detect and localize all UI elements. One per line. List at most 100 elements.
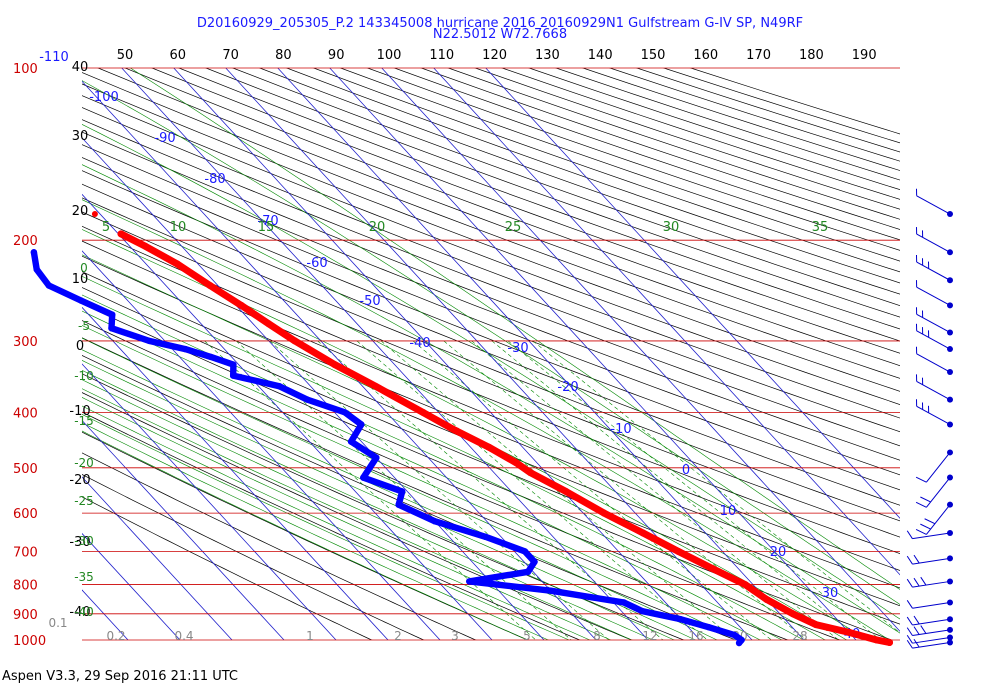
wind-barb	[915, 501, 953, 535]
temperature-point	[173, 260, 181, 268]
moist-label-top: 15	[258, 220, 275, 235]
wind-barbs	[906, 188, 953, 649]
mixing-ratio-label: 16	[688, 629, 703, 643]
moist-label-left: -10	[74, 369, 94, 383]
dry-adiabat-line	[82, 320, 841, 640]
temperature-point	[141, 242, 149, 250]
dry-adiabat-line	[205, 68, 900, 318]
dry-adiabat-line	[124, 68, 900, 354]
isotherm-line	[82, 419, 285, 640]
isotherm-line	[82, 306, 389, 640]
moist-label-top: 20	[369, 220, 386, 235]
theta-label-top: 130	[535, 48, 560, 63]
mixing-ratio-line	[412, 340, 772, 640]
pressure-label: 200	[13, 234, 38, 249]
dry-adiabat-line	[82, 183, 900, 506]
temperature-point-isolated	[91, 211, 98, 217]
wind-barb	[906, 638, 953, 649]
dewpoint-point	[109, 311, 116, 318]
dry-adiabat-line	[178, 68, 900, 330]
wind-barb-flag	[913, 554, 920, 564]
dry-adiabat-line	[82, 411, 581, 640]
moist-label-left: -20	[74, 456, 94, 470]
dry-adiabat-line	[97, 68, 900, 367]
isotherm-label: -60	[306, 256, 327, 271]
wind-barb-flag	[906, 578, 913, 588]
wind-barb-flag	[920, 523, 931, 530]
temperature-point	[372, 382, 379, 390]
dewpoint-point	[360, 474, 367, 481]
wind-barb-flag	[906, 616, 913, 626]
wind-barb-dot	[947, 578, 953, 585]
moist-adiabat-line	[82, 430, 529, 640]
theta-label-left: 0	[76, 339, 84, 354]
pressure-label: 500	[13, 462, 38, 477]
theta-label-top: 190	[852, 48, 877, 63]
wind-barb	[915, 227, 953, 256]
theta-label-top: 70	[222, 48, 239, 63]
chart-title: D20160929_205305_P.2 143345008 hurricane…	[196, 16, 804, 31]
moist-adiabat-line	[82, 388, 633, 640]
dry-adiabat-line	[82, 452, 477, 640]
theta-label-top: 80	[275, 48, 292, 63]
pressure-label: 1000	[13, 634, 46, 649]
pressure-label: 100	[13, 62, 38, 77]
dewpoint-profile	[30, 249, 745, 647]
temperature-point	[527, 469, 534, 477]
temperature-point	[265, 320, 273, 328]
moist-label-left: -15	[74, 414, 94, 428]
moist-label-top: 35	[812, 220, 829, 235]
wind-barb-flag	[906, 627, 913, 636]
wind-barb-staff	[925, 504, 951, 535]
moist-adiabat-line	[82, 369, 675, 640]
theta-label-top: 100	[377, 48, 402, 63]
dewpoint-point	[466, 578, 473, 585]
footer-version: Aspen V3.3, 29 Sep 2016 21:11 UTC	[2, 669, 239, 684]
moist-label-top: 10	[170, 220, 187, 235]
dewpoint-point	[146, 337, 153, 345]
moist-label-left: -40	[74, 605, 94, 619]
moist-label-left: -25	[74, 494, 94, 508]
dewpoint-point	[705, 624, 713, 631]
dewpoint-point	[30, 249, 38, 256]
dewpoint-point	[77, 297, 85, 304]
dry-adiabat-line	[420, 68, 900, 230]
temperature-point	[419, 408, 427, 416]
dry-adiabat-line	[82, 211, 900, 538]
mixing-ratio-label: 0.1	[48, 616, 67, 630]
wind-barb	[915, 188, 953, 218]
theta-label-top: 140	[588, 48, 613, 63]
dewpoint-point	[639, 607, 646, 615]
wind-barb-staff	[916, 380, 951, 401]
theta-label-left: -30	[69, 535, 90, 550]
dry-adiabat-line	[82, 170, 900, 491]
isotherm-label: -30	[507, 341, 528, 356]
wind-barb-flag	[913, 577, 920, 587]
theta-label-top: 120	[482, 48, 507, 63]
wind-barb-flag	[920, 625, 927, 634]
isotherm-line	[485, 68, 900, 519]
dewpoint-point	[304, 396, 311, 403]
wind-barb-dot	[947, 249, 953, 256]
theta-label-top: 180	[799, 48, 824, 63]
pressure-label: 900	[13, 608, 38, 623]
theta-label-top: 40	[72, 60, 89, 75]
wind-barb-flag	[920, 576, 927, 586]
wind-barb	[906, 529, 953, 540]
isotherm-label: 30	[822, 586, 839, 601]
wind-barb	[915, 374, 953, 403]
mixing-ratio-label: 0.4	[174, 629, 193, 643]
wind-barb	[906, 554, 953, 565]
dewpoint-point	[399, 488, 406, 495]
moist-adiabat-line	[82, 124, 900, 620]
wind-barb-dot	[947, 329, 953, 336]
dry-adiabat-line	[82, 392, 633, 640]
dry-adiabat-line	[82, 107, 900, 419]
isotherms	[82, 68, 900, 640]
dewpoint-point	[276, 383, 283, 390]
wind-barb-dot	[947, 616, 953, 623]
theta-label-top: 90	[328, 48, 345, 63]
dry-adiabat-line	[312, 68, 900, 273]
